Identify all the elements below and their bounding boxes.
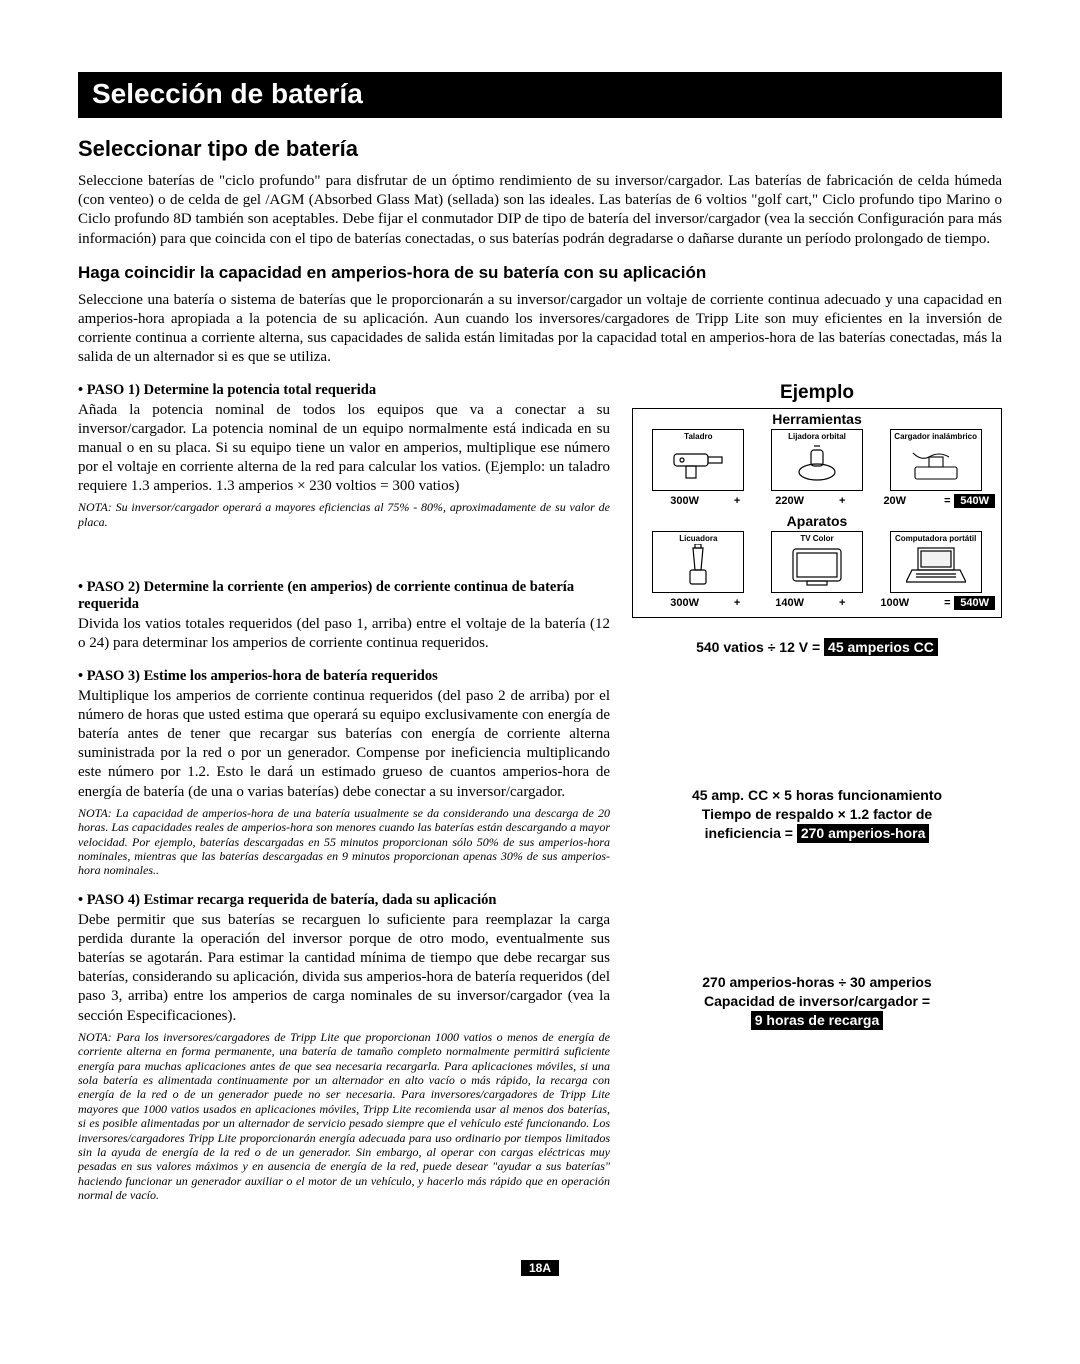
tools-heading: Herramientas	[633, 409, 1001, 429]
app-blender: Licuadora	[652, 531, 744, 593]
calc3-result: 9 horas de recarga	[751, 1011, 884, 1030]
plus-icon: +	[730, 495, 744, 507]
app-c-watt: 100W	[849, 597, 940, 609]
plus-icon: +	[835, 495, 849, 507]
calc-step-2: 540 vatios ÷ 12 V = 45 amperios CC	[632, 638, 1002, 657]
intro-paragraph-1: Seleccione baterías de "ciclo profundo" …	[78, 172, 1002, 249]
step-2-body: Divida los vatios totales requeridos (de…	[78, 615, 610, 653]
calc2-line1: 45 amp. CC × 5 horas funcionamiento	[632, 786, 1002, 805]
calc2-result: 270 amperios-hora	[797, 824, 930, 843]
tool-sander-label: Lijadora orbital	[788, 432, 846, 441]
section-subheading-1: Haga coincidir la capacidad en amperios-…	[78, 263, 1002, 283]
app-a-watt: 300W	[639, 597, 730, 609]
calc-step-4: 270 amperios-horas ÷ 30 amperios Capacid…	[632, 973, 1002, 1030]
charger-icon	[909, 441, 963, 488]
page-title-bar: Selección de batería	[78, 72, 1002, 118]
plus-icon: +	[730, 597, 744, 609]
tools-total: 540W	[954, 494, 995, 508]
step-3-note: NOTA: La capacidad de amperios-hora de u…	[78, 806, 610, 878]
intro-paragraph-2: Seleccione una batería o sistema de bate…	[78, 291, 1002, 368]
tool-charger-label: Cargador inalámbrico	[894, 432, 977, 441]
example-column: Ejemplo Herramientas Taladro Lijadora or…	[632, 382, 1002, 1203]
app-tv: TV Color	[771, 531, 863, 593]
apps-total: 540W	[954, 596, 995, 610]
apps-heading: Aparatos	[633, 511, 1001, 531]
apps-sum-row: 300W + 140W + 100W = 540W	[633, 593, 1001, 613]
tool-a-watt: 300W	[639, 495, 730, 507]
calc3-line2: Capacidad de inversor/cargador =	[632, 992, 1002, 1011]
calc2-line2: Tiempo de respaldo × 1.2 factor de	[632, 805, 1002, 824]
tool-drill-label: Taladro	[684, 432, 712, 441]
drill-icon	[668, 441, 728, 488]
plus-icon: +	[835, 597, 849, 609]
laptop-icon	[906, 543, 966, 590]
app-laptop: Computadora portátil	[890, 531, 982, 593]
calc2-line3-prefix: ineficiencia =	[705, 825, 797, 841]
equals-icon: =	[940, 597, 954, 609]
page-number: 18A	[521, 1260, 559, 1276]
steps-column: • PASO 1) Determine la potencia total re…	[78, 382, 610, 1203]
app-b-watt: 140W	[744, 597, 835, 609]
blender-icon	[683, 543, 713, 590]
step-4-note: NOTA: Para los inversores/cargadores de …	[78, 1030, 610, 1203]
step-1-title: • PASO 1) Determine la potencia total re…	[78, 382, 610, 399]
app-laptop-label: Computadora portátil	[895, 534, 976, 543]
calc-step-3: 45 amp. CC × 5 horas funcionamiento Tiem…	[632, 786, 1002, 843]
tv-icon	[789, 543, 845, 590]
step-1-note: NOTA: Su inversor/cargador operará a may…	[78, 500, 610, 529]
step-2-title: • PASO 2) Determine la corriente (en amp…	[78, 579, 610, 613]
step-4-body: Debe permitir que sus baterías se recarg…	[78, 911, 610, 1026]
tool-c-watt: 20W	[849, 495, 940, 507]
tool-sander: Lijadora orbital	[771, 429, 863, 491]
app-blender-label: Licuadora	[679, 534, 717, 543]
sander-icon	[794, 441, 840, 488]
calc1-result: 45 amperios CC	[824, 638, 938, 657]
calc3-line1: 270 amperios-horas ÷ 30 amperios	[632, 973, 1002, 992]
step-4-title: • PASO 4) Estimar recarga requerida de b…	[78, 892, 610, 909]
tool-drill: Taladro	[652, 429, 744, 491]
example-box: Herramientas Taladro Lijadora orbital	[632, 408, 1002, 618]
tools-row: Taladro Lijadora orbital Cargador inalám…	[633, 429, 1001, 491]
apps-row: Licuadora TV Color Computadora portátil	[633, 531, 1001, 593]
step-3-title: • PASO 3) Estime los amperios-hora de ba…	[78, 668, 610, 685]
tools-sum-row: 300W + 220W + 20W = 540W	[633, 491, 1001, 511]
section-heading-1: Seleccionar tipo de batería	[78, 136, 1002, 162]
equals-icon: =	[940, 495, 954, 507]
tool-b-watt: 220W	[744, 495, 835, 507]
calc1-prefix: 540 vatios ÷ 12 V =	[696, 639, 824, 655]
step-3-body: Multiplique los amperios de corriente co…	[78, 687, 610, 802]
app-tv-label: TV Color	[800, 534, 833, 543]
step-1-body: Añada la potencia nominal de todos los e…	[78, 401, 610, 497]
example-title: Ejemplo	[632, 382, 1002, 404]
tool-charger: Cargador inalámbrico	[890, 429, 982, 491]
